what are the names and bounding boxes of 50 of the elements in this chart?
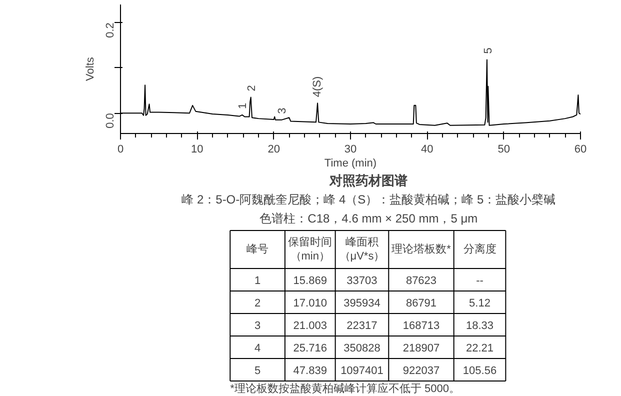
annotation: 5 bbox=[482, 48, 494, 54]
text: 5.12 bbox=[469, 297, 490, 310]
x-tick-label: 0 bbox=[117, 144, 124, 156]
text: 350828 bbox=[344, 342, 380, 354]
y-tick-label: 0.0 bbox=[104, 113, 116, 128]
text: 22317 bbox=[346, 320, 378, 332]
text: 3 bbox=[254, 320, 261, 332]
y-tick-label: 0.2 bbox=[104, 22, 116, 38]
text: 峰 2：5-O-阿魏酰奎尼酸；峰 4（S）：盐酸黄柏碱；峰 5：盐酸小檗碱 bbox=[182, 192, 556, 206]
text: 色谱柱：C18，4.6 mm × 250 mm，5 μm bbox=[260, 212, 478, 226]
text: 17.010 bbox=[293, 297, 327, 310]
annotation: 1 bbox=[237, 102, 250, 109]
text: 87623 bbox=[406, 274, 437, 287]
text: 218907 bbox=[402, 342, 440, 354]
text: 18.33 bbox=[466, 320, 494, 332]
text: 理论塔板数* bbox=[392, 242, 452, 256]
text: 47.839 bbox=[293, 364, 327, 377]
text: 4 bbox=[254, 342, 261, 354]
annotation: 2 bbox=[246, 85, 258, 92]
text: 对照药材图谱 bbox=[328, 173, 408, 188]
text: 15.869 bbox=[293, 274, 327, 287]
text: 395934 bbox=[344, 297, 380, 310]
text: 922037 bbox=[402, 364, 440, 377]
text: 168713 bbox=[402, 320, 440, 332]
x-tick-label: 60 bbox=[574, 144, 587, 156]
text: 25.716 bbox=[293, 342, 327, 354]
text: 峰面积（μV*s） bbox=[339, 236, 385, 263]
text: -- bbox=[476, 274, 484, 287]
text: 22.21 bbox=[466, 342, 494, 354]
text: 1097401 bbox=[340, 364, 384, 377]
text: 21.003 bbox=[293, 320, 327, 332]
text: 保留时间（min） bbox=[288, 235, 332, 263]
text: 分离度 bbox=[463, 242, 496, 256]
x-tick-label: 50 bbox=[498, 144, 510, 156]
text: *理论板数按盐酸黄柏碱峰计算应不低于 5000。 bbox=[230, 382, 460, 395]
x-tick-label: 40 bbox=[421, 144, 434, 156]
x-tick-label: 20 bbox=[268, 144, 280, 156]
text: 5 bbox=[254, 364, 261, 377]
annotation: 3 bbox=[276, 108, 288, 114]
text: 86791 bbox=[406, 297, 437, 310]
annotation: 4(S) bbox=[312, 76, 324, 98]
x-tick-label: 10 bbox=[191, 144, 204, 156]
y-axis-title: Volts bbox=[84, 56, 96, 81]
x-tick-label: 30 bbox=[344, 144, 357, 156]
text: 2 bbox=[254, 297, 261, 310]
x-axis-title: Time (min) bbox=[324, 158, 377, 170]
text: 峰号 bbox=[246, 244, 269, 256]
text: 1 bbox=[254, 274, 261, 287]
text: 33703 bbox=[346, 274, 378, 287]
text: 105.56 bbox=[462, 364, 497, 377]
